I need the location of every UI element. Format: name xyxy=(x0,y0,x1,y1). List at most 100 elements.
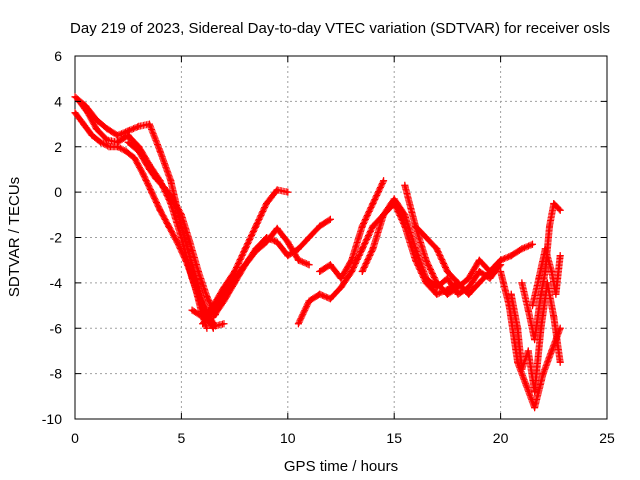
data-point xyxy=(294,245,302,253)
plus-markers xyxy=(294,200,462,328)
data-point xyxy=(316,268,324,276)
data-point xyxy=(507,252,515,260)
y-tick-label: 6 xyxy=(54,48,62,64)
series-line xyxy=(78,100,215,330)
data-point xyxy=(465,290,473,298)
data-point xyxy=(358,245,366,253)
series-track-7 xyxy=(209,224,313,321)
series-track-12 xyxy=(411,222,505,298)
data-point xyxy=(326,295,334,303)
data-point xyxy=(284,252,292,260)
data-point xyxy=(531,336,539,344)
data-point xyxy=(556,206,564,214)
data-point xyxy=(497,268,505,276)
data-point xyxy=(369,199,377,207)
data-point xyxy=(507,290,515,298)
data-point xyxy=(326,215,334,223)
data-point xyxy=(165,222,173,230)
data-point xyxy=(220,320,228,328)
data-point xyxy=(71,109,79,117)
data-point xyxy=(80,120,88,128)
data-point xyxy=(411,222,419,230)
data-point xyxy=(475,256,483,264)
data-point xyxy=(422,256,430,264)
data-point xyxy=(152,175,160,183)
data-point xyxy=(203,292,211,300)
data-point xyxy=(475,268,483,276)
data-point xyxy=(475,279,483,287)
y-tick-label: -8 xyxy=(50,366,63,382)
data-point xyxy=(369,245,377,253)
data-point xyxy=(531,404,539,412)
data-point xyxy=(92,125,100,133)
data-point xyxy=(443,268,451,276)
axis-ticks: 0 5 10 15 20 25 -10 -8 -6 -4 -2 0 2 4 6 xyxy=(42,48,615,446)
data-point xyxy=(556,252,564,260)
data-point xyxy=(188,306,196,314)
data-point xyxy=(369,222,377,230)
data-point xyxy=(169,195,177,203)
data-point xyxy=(135,147,143,155)
data-point xyxy=(84,109,92,117)
y-tick-label: -6 xyxy=(50,320,63,336)
series-track-10 xyxy=(358,195,505,298)
data-point xyxy=(529,240,537,248)
data-point xyxy=(358,268,366,276)
data-point xyxy=(263,238,271,246)
data-point xyxy=(167,199,175,207)
x-tick-label: 10 xyxy=(280,430,296,446)
plus-markers xyxy=(71,109,211,332)
data-point xyxy=(518,365,526,373)
data-point xyxy=(177,211,185,219)
y-tick-label: 0 xyxy=(54,184,62,200)
data-point xyxy=(294,320,302,328)
series-track-8 xyxy=(294,199,462,328)
series-line xyxy=(73,111,208,330)
data-point xyxy=(124,131,132,139)
data-point xyxy=(422,234,430,241)
data-point xyxy=(194,268,202,276)
data-point xyxy=(522,381,530,389)
series-track-5 xyxy=(188,186,292,321)
data-point xyxy=(422,274,430,282)
data-point xyxy=(305,234,313,241)
data-point xyxy=(167,177,175,185)
data-point xyxy=(486,268,494,276)
x-axis-label: GPS time / hours xyxy=(284,458,398,475)
data-point xyxy=(518,245,526,253)
data-point xyxy=(252,247,260,255)
data-point xyxy=(145,165,153,173)
data-point xyxy=(220,297,228,305)
data-point xyxy=(411,245,419,253)
y-tick-label: 4 xyxy=(54,93,62,109)
data-point xyxy=(552,290,560,298)
plus-markers xyxy=(75,97,217,332)
data-point xyxy=(535,274,543,282)
data-point xyxy=(337,283,345,291)
data-point xyxy=(103,125,111,133)
data-point xyxy=(122,147,130,155)
data-point xyxy=(199,320,207,328)
data-point xyxy=(348,268,356,276)
data-point xyxy=(401,181,409,189)
data-point xyxy=(465,283,473,291)
data-point xyxy=(380,211,388,219)
data-point xyxy=(550,199,558,207)
series-track-11 xyxy=(401,181,537,298)
data-point xyxy=(401,211,409,219)
data-point xyxy=(514,324,522,332)
series-track-16 xyxy=(529,245,564,310)
data-point xyxy=(97,138,105,146)
data-point xyxy=(541,245,549,253)
data-point xyxy=(199,306,207,314)
data-point xyxy=(103,136,111,144)
data-point xyxy=(71,93,79,101)
data-point xyxy=(548,347,556,355)
data-point xyxy=(186,238,194,246)
series-track-3 xyxy=(75,97,217,332)
x-tick-label: 25 xyxy=(599,430,615,446)
data-point xyxy=(131,154,139,162)
data-point xyxy=(284,238,292,246)
data-point xyxy=(443,290,451,298)
